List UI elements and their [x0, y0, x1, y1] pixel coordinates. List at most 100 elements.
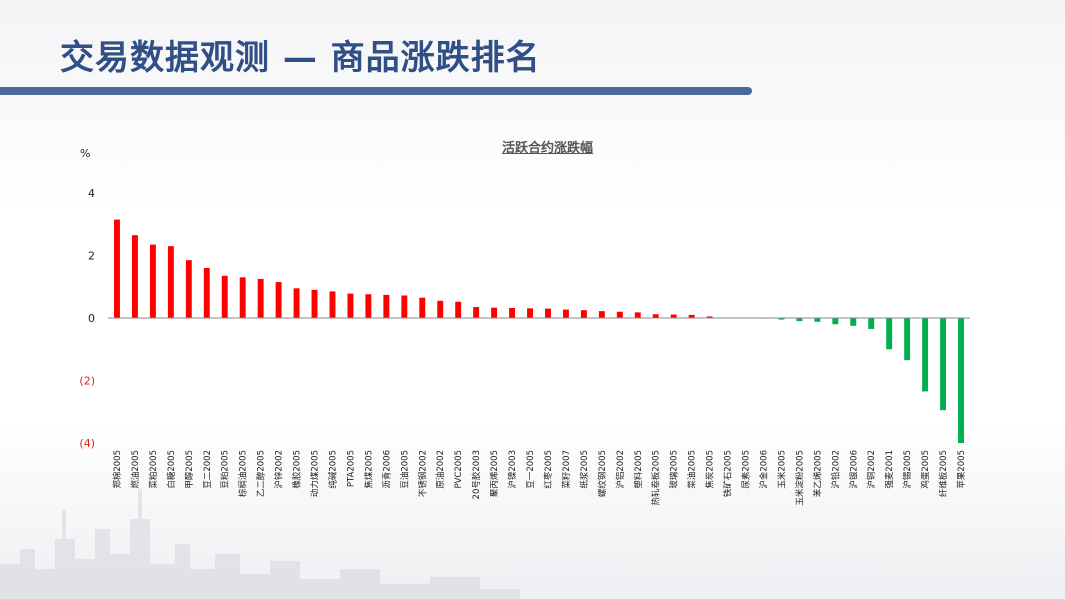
x-tick-label: 郑棉2005: [112, 450, 123, 489]
x-tick-label: 棕榈油2005: [238, 450, 249, 497]
x-tick-label: 动力煤2005: [310, 450, 321, 497]
x-tick-label: 沪铝2002: [615, 450, 626, 489]
x-tick-label: 白糖2005: [166, 450, 177, 489]
x-tick-label: 燃油2005: [130, 450, 141, 489]
chart-title: 活跃合约涨跌幅: [501, 141, 593, 156]
bar: [221, 275, 228, 318]
x-tick-label: 纸浆2005: [579, 450, 590, 489]
bar: [868, 318, 875, 329]
bar: [329, 291, 336, 318]
bar: [383, 294, 390, 318]
bar: [652, 314, 659, 318]
x-tick-label: 沪锡2005: [902, 450, 913, 489]
x-tick-label: 20号胶2003: [471, 450, 482, 499]
y-tick-label: 2: [88, 250, 95, 263]
x-tick-label: 菜籽2007: [561, 450, 572, 489]
x-tick-label: 螺纹钢2005: [597, 450, 608, 497]
city-skyline-decoration: [0, 489, 520, 599]
bar: [562, 309, 569, 318]
y-axis-unit-label: %: [80, 147, 91, 160]
bar: [365, 294, 372, 318]
bar: [401, 295, 408, 318]
x-tick-label: 强麦2001: [884, 450, 895, 489]
x-tick-label: 乙二醇2005: [256, 450, 267, 497]
x-tick-label: 玉米淀粉2005: [794, 450, 805, 506]
x-tick-label: 沪镍2003: [507, 450, 518, 489]
bar: [419, 297, 426, 318]
x-tick-label: 铁矿石2005: [723, 450, 734, 497]
bar: [796, 318, 803, 322]
x-tick-label: 红枣2005: [543, 450, 554, 489]
x-tick-label: 甲醇2005: [184, 450, 195, 489]
x-tick-label: 橡胶2005: [292, 450, 303, 489]
bar: [598, 311, 605, 318]
bar: [814, 318, 821, 322]
bar: [922, 318, 929, 392]
slide-title: 交易数据观测 — 商品涨跌排名: [60, 38, 541, 78]
bar: [886, 318, 893, 350]
x-tick-label: 沪铅2002: [830, 450, 841, 489]
x-tick-label: 塑料2005: [633, 450, 644, 489]
x-tick-label: 豆一2005: [526, 450, 536, 489]
bar: [706, 316, 713, 318]
y-tick-label: (2): [79, 375, 95, 388]
x-tick-label: 鸡蛋2005: [920, 450, 931, 489]
bar: [940, 318, 947, 411]
bar: [580, 310, 587, 318]
bar: [509, 308, 516, 318]
bar: [832, 318, 839, 325]
x-tick-label: PTA2005: [346, 450, 356, 487]
bar: [527, 308, 533, 318]
x-tick-label: 热轧卷板2005: [651, 450, 662, 506]
x-tick-label: 焦炭2005: [705, 450, 716, 489]
x-tick-label: 纤维板2005: [938, 450, 949, 497]
x-tick-label: PVC2005: [454, 450, 464, 489]
x-tick-label: 沪锌2002: [274, 450, 285, 489]
bar: [545, 308, 551, 318]
bar: [670, 314, 677, 318]
bar: [203, 268, 210, 318]
bar: [347, 293, 354, 318]
bar: [958, 318, 964, 443]
bar: [904, 318, 911, 361]
y-tick-label: 4: [88, 187, 95, 200]
bar: [275, 282, 282, 318]
x-tick-label: 沪铜2002: [866, 450, 877, 489]
bar: [455, 301, 462, 318]
bar: [473, 307, 480, 318]
bars: [114, 219, 964, 443]
x-tick-label: 沪银2006: [848, 450, 859, 489]
bar: [167, 246, 174, 318]
x-tick-label: 菜粕2005: [148, 450, 159, 489]
bar: [688, 314, 695, 318]
x-tick-label: 苹果2005: [956, 450, 967, 489]
x-tick-label: 豆粕2005: [220, 450, 231, 489]
bar: [491, 307, 498, 318]
bar: [293, 288, 300, 318]
x-tick-label: 沥青2006: [381, 450, 392, 489]
x-tick-label: 纯碱2005: [327, 450, 338, 489]
y-axis-ticks: 4 2 0 (2) (4): [79, 187, 95, 450]
x-tick-label: 聚丙烯2005: [489, 450, 500, 497]
bar: [778, 318, 785, 320]
title-underline: [0, 87, 752, 95]
x-tick-label: 豆油2005: [399, 450, 410, 489]
bar: [634, 312, 641, 318]
x-tick-label: 沪金2006: [758, 450, 769, 489]
x-tick-label: 不锈钢2002: [417, 450, 428, 497]
y-tick-label: (4): [79, 437, 95, 450]
x-tick-label: 豆二2002: [203, 450, 213, 489]
bar: [239, 277, 246, 318]
bar: [257, 278, 264, 318]
bar: [149, 244, 156, 318]
x-tick-label: 焦煤2005: [363, 450, 374, 489]
bar: [616, 311, 623, 318]
bar: [114, 219, 120, 318]
y-tick-label: 0: [88, 312, 95, 325]
bar: [185, 260, 192, 318]
x-tick-label: 玉米2005: [776, 450, 787, 489]
x-tick-label: 原油2002: [435, 450, 446, 489]
x-axis-labels: 郑棉2005 燃油2005 菜粕2005 白糖2005 甲醇2005 豆二2002 豆粕20…: [112, 450, 967, 506]
x-tick-label: 玻璃2005: [669, 450, 680, 489]
